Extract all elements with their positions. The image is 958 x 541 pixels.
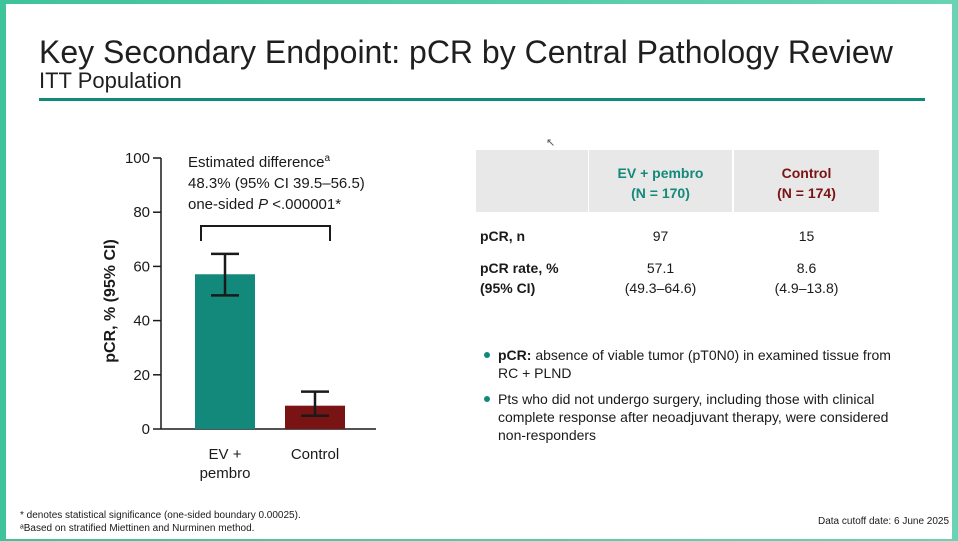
y-tick-label: 60	[133, 258, 150, 275]
cell-ev-pcr-rate: 57.1	[646, 260, 675, 276]
annotation-line3-suffix: <.000001*	[268, 196, 341, 213]
y-axis-label: pCR, % (95% CI)	[102, 239, 119, 363]
table-header-ev-pembro: EV + pembro (N = 170)	[589, 150, 732, 212]
difference-annotation: Estimated differencea 48.3% (95% CI 39.5…	[188, 153, 365, 241]
bullet-text: Pts who did not undergo surgery, includi…	[498, 391, 889, 443]
annotation-line2: 48.3% (95% CI 39.5–56.5)	[188, 175, 365, 192]
bullet-bold: pCR:	[498, 347, 532, 363]
title-divider	[39, 98, 925, 101]
control-header-n: (N = 174)	[777, 185, 836, 201]
x-category-label: Control	[291, 446, 339, 463]
annotation-line1: Estimated difference	[188, 154, 324, 171]
slide-title: Key Secondary Endpoint: pCR by Central P…	[39, 34, 893, 70]
annotation-line3-prefix: one-sided	[188, 196, 258, 213]
bullet-dot-icon	[484, 352, 490, 358]
slide: Key Secondary Endpoint: pCR by Central P…	[6, 4, 952, 539]
bullet-item: Pts who did not undergo surgery, includi…	[482, 390, 902, 444]
cell-control-pcr-n: 15	[798, 228, 815, 244]
table-header-control: Control (N = 174)	[734, 150, 879, 212]
row-label-pcr-n: pCR, n	[480, 228, 526, 244]
svg-text:one-sided P <.000001*: one-sided P <.000001*	[188, 196, 341, 213]
error-bar	[211, 252, 239, 297]
footnote-method: ᵃBased on stratified Miettinen and Nurmi…	[20, 523, 255, 534]
y-tick-label: 40	[133, 313, 150, 330]
annotation-line3-p: P	[258, 196, 268, 213]
footnote-significance: * denotes statistical significance (one-…	[20, 510, 301, 521]
x-category-label: EV + pembro	[200, 446, 251, 482]
annotation-sup: a	[324, 153, 330, 164]
y-tick-label: 20	[133, 367, 150, 384]
cell-control-pcr-ci: (4.9–13.8)	[774, 280, 839, 296]
y-tick-label: 0	[142, 421, 150, 438]
bullet-item: pCR: absence of viable tumor (pT0N0) in …	[482, 346, 902, 382]
ev-pembro-header-name: EV + pembro	[617, 165, 704, 181]
svg-text:Estimated differencea: Estimated differencea	[188, 153, 330, 171]
bullet-dot-icon	[484, 396, 490, 402]
y-tick-label: 100	[125, 150, 150, 167]
table-header-blank	[476, 150, 588, 212]
y-tick-label: 80	[133, 204, 150, 221]
mouse-cursor-icon: ↖	[546, 137, 556, 149]
bar	[195, 274, 255, 429]
definition-bullets: pCR: absence of viable tumor (pT0N0) in …	[482, 346, 902, 452]
cell-ev-pcr-ci: (49.3–64.6)	[624, 280, 697, 296]
bar	[285, 405, 345, 429]
pcr-bar-chart: 0 20 40 60 80 100 EV + pembro Control pCR, % (9…	[102, 150, 376, 482]
ev-pembro-header-n: (N = 170)	[631, 185, 690, 201]
slide-subtitle: ITT Population	[39, 68, 182, 93]
error-bar	[301, 390, 329, 417]
row-label-pcr-rate-ci: (95% CI)	[480, 280, 536, 296]
data-cutoff: Data cutoff date: 6 June 2025	[818, 516, 950, 527]
comparison-bracket	[200, 225, 331, 241]
cell-control-pcr-rate: 8.6	[796, 260, 817, 276]
control-header-name: Control	[781, 165, 832, 181]
cell-ev-pcr-n: 97	[652, 228, 669, 244]
row-label-pcr-rate: pCR rate, %	[480, 260, 559, 276]
bullet-text: absence of viable tumor (pT0N0) in exami…	[498, 347, 891, 381]
